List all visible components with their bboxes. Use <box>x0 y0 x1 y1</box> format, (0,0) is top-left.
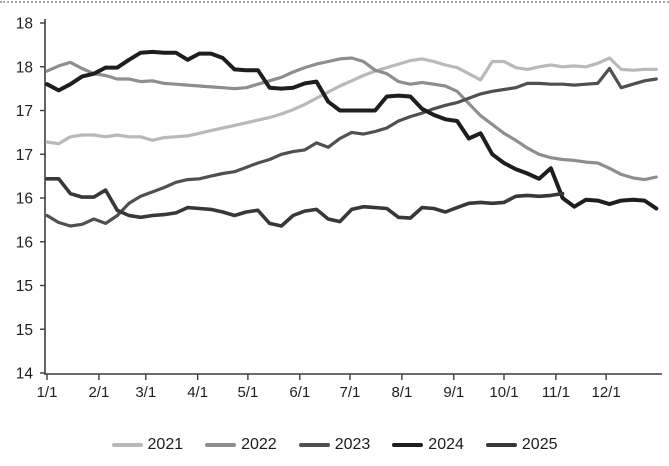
legend-swatch-2023 <box>298 443 330 447</box>
x-axis-tick-label: 2/1 <box>88 384 109 401</box>
legend-swatch-2022 <box>205 443 237 447</box>
x-axis-tick-label: 8/1 <box>391 384 412 401</box>
series-line-2025 <box>45 177 565 228</box>
y-axis-tick-label: 17 <box>16 147 33 164</box>
x-axis-tick-label: 7/1 <box>340 384 361 401</box>
legend-label-2023: 2023 <box>334 436 371 453</box>
chart-legend: 2021 2022 2023 2024 2025 <box>0 430 669 460</box>
legend-label-2022: 2022 <box>241 436 277 453</box>
x-axis-tick-label: 9/1 <box>443 384 464 401</box>
legend-item-2024: 2024 <box>392 437 464 453</box>
x-axis-tick-label: 1/1 <box>37 384 58 401</box>
plot-area: 18 18 17 17 16 16 15 15 141/1 2/1 3/1 4/1 5/1 6/1 7/1 8… <box>16 16 662 401</box>
legend-label-2025: 2025 <box>521 436 558 453</box>
x-axis-tick-label: 3/1 <box>135 384 156 401</box>
y-axis-tick-label: 14 <box>16 366 34 383</box>
x-axis-tick-label: 6/1 <box>289 384 310 401</box>
legend-swatch-2024 <box>392 443 424 447</box>
legend-item-2022: 2022 <box>205 437 277 453</box>
y-axis-tick-label: 15 <box>16 278 33 295</box>
x-axis-tick-label: 10/1 <box>489 384 518 401</box>
legend-swatch-2021 <box>111 443 143 447</box>
y-axis-tick-label: 15 <box>16 322 33 339</box>
legend-item-2025: 2025 <box>485 436 558 453</box>
top-dotted-border <box>0 1 669 3</box>
series-line-2021 <box>45 56 658 146</box>
legend-label-2021: 2021 <box>147 436 184 453</box>
y-axis-tick-label: 18 <box>16 16 33 33</box>
series-line-2024 <box>45 49 659 211</box>
x-axis-tick-label: 5/1 <box>237 384 258 401</box>
legend-item-2023: 2023 <box>298 436 371 453</box>
y-axis-tick-label: 16 <box>16 191 33 208</box>
legend-swatch-2025 <box>485 443 517 447</box>
y-axis-tick-label: 18 <box>16 59 33 76</box>
series-line-2023 <box>45 66 658 228</box>
y-axis-tick-label: 16 <box>16 234 33 251</box>
x-axis-tick-label: 12/1 <box>592 384 621 401</box>
legend-label-2024: 2024 <box>428 436 464 453</box>
legend-item-2021: 2021 <box>111 436 184 453</box>
x-axis-tick-label: 11/1 <box>542 384 570 401</box>
y-axis-tick-label: 17 <box>16 103 33 120</box>
x-axis-tick-label: 4/1 <box>187 384 208 401</box>
series-line-2022 <box>45 56 658 182</box>
